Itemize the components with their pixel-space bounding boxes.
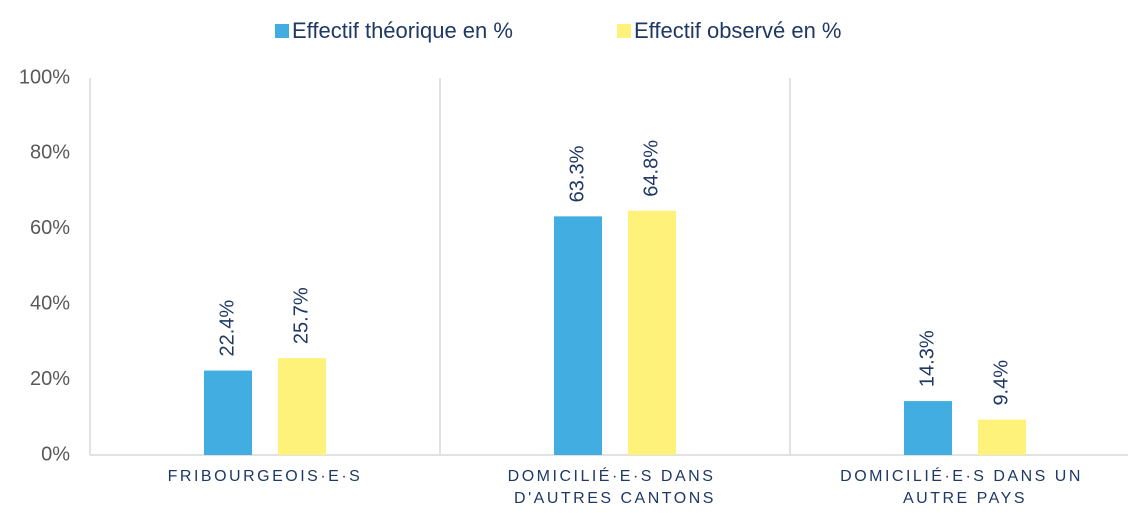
- legend-swatch: [617, 24, 631, 38]
- y-tick-label: 60%: [30, 217, 70, 239]
- y-tick-label: 100%: [19, 66, 70, 88]
- x-tick-label: DOMICILIÉ·E·S DANS D'AUTRES CANTONS: [508, 466, 723, 507]
- y-tick-label: 20%: [30, 368, 70, 390]
- legend-label: Effectif théorique en %: [292, 18, 513, 43]
- label-line: D'AUTRES CANTONS: [514, 490, 716, 507]
- label-line: DOMICILIÉ·E·S DANS: [508, 466, 723, 485]
- y-tick-label: 40%: [30, 292, 70, 314]
- bar: [978, 419, 1026, 455]
- legend-label: Effectif observé en %: [634, 18, 842, 43]
- value-label: 9.4%: [990, 360, 1012, 406]
- x-tick-label: FRIBOURGEOIS·E·S: [168, 468, 363, 485]
- value-label: 25.7%: [290, 287, 312, 344]
- bar: [278, 358, 326, 455]
- bar: [554, 216, 602, 455]
- value-label: 64.8%: [640, 140, 662, 197]
- value-label: 22.4%: [216, 300, 238, 357]
- x-tick-label: DOMICILIÉ·E·S DANS UN AUTRE PAYS: [840, 466, 1090, 507]
- y-tick-label: 0%: [41, 443, 70, 465]
- bar: [204, 370, 252, 455]
- legend-swatch: [275, 24, 289, 38]
- label-line: FRIBOURGEOIS·E·S: [168, 468, 363, 485]
- bar: [628, 210, 676, 455]
- bar: [904, 401, 952, 455]
- label-line: AUTRE PAYS: [903, 490, 1027, 507]
- y-tick-label: 80%: [30, 142, 70, 164]
- value-label: 14.3%: [916, 330, 938, 387]
- value-label: 63.3%: [566, 145, 588, 202]
- label-line: DOMICILIÉ·E·S DANS UN: [840, 466, 1090, 485]
